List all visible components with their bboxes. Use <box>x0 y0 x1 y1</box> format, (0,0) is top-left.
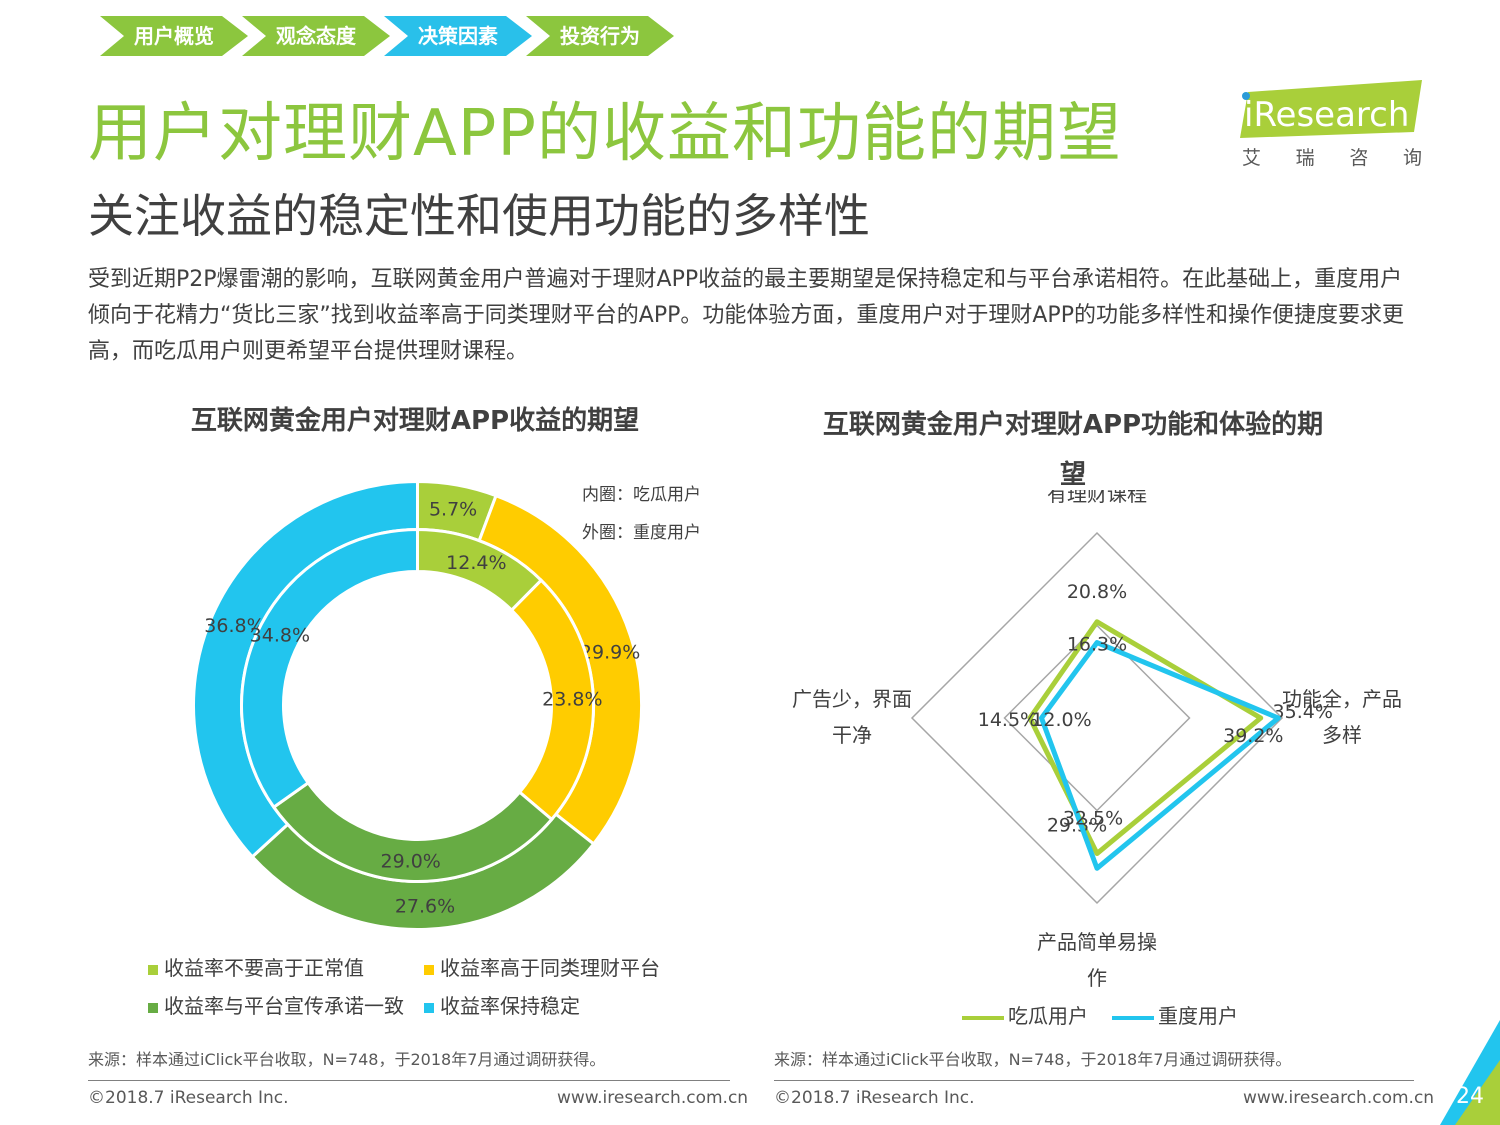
radar-legend-label-1: 吃瓜用户 <box>1008 1004 1088 1028</box>
radar-series-1-label-3: 29.3% <box>1047 815 1107 837</box>
radar-legend-label-2: 重度用户 <box>1158 1004 1238 1028</box>
donut-inner-label-4: 34.8% <box>250 624 310 646</box>
iresearch-logo: iResearch 艾 瑞 咨 询 <box>1240 80 1422 169</box>
radar-series-2-label-3: 32.5% <box>1063 807 1123 829</box>
copyright-left: ©2018.7 iResearch Inc. <box>88 1088 289 1108</box>
legend-item-1: 收益率不要高于正常值 <box>148 952 364 981</box>
donut-outer-label-2: 29.9% <box>580 642 640 664</box>
radar-axis-label-3-line-2: 作 <box>1087 966 1107 990</box>
logo-brand-text: iResearch <box>1244 95 1409 135</box>
donut-note-outer: 外圈：重度用户 <box>582 523 701 543</box>
nav-step-overview[interactable]: 用户概览 <box>100 16 248 56</box>
nav-step-investment[interactable]: 投资行为 <box>526 16 674 56</box>
legend-item-2: 收益率高于同类理财平台 <box>424 952 660 981</box>
legend-item-4: 收益率保持稳定 <box>424 990 580 1019</box>
radar-legend-2: 重度用户 <box>1112 1000 1238 1029</box>
footer-divider-left <box>88 1080 730 1081</box>
radar-axis-label-3-line-1: 产品简单易操 <box>1037 930 1157 954</box>
website-left[interactable]: www.iresearch.com.cn <box>557 1088 749 1108</box>
intro-paragraph: 受到近期P2P爆雷潮的影响，互联网黄金用户普遍对于理财APP收益的最主要期望是保… <box>88 267 1404 364</box>
legend-label-3: 收益率与平台宣传承诺一致 <box>164 994 404 1018</box>
donut-inner-slice-4 <box>240 527 419 810</box>
legend-label-4: 收益率保持稳定 <box>440 994 580 1018</box>
page-number: 24 <box>1456 1084 1484 1109</box>
legend-swatch-3 <box>148 1002 158 1013</box>
radar-chart-title: 互联网黄金用户对理财APP功能和体验的期望 <box>822 410 1324 490</box>
copyright-right: ©2018.7 iResearch Inc. <box>774 1088 975 1108</box>
radar-legend-line-2 <box>1112 1015 1154 1020</box>
radar-axis-label-2-line-1: 功能全，产品 <box>1282 687 1402 711</box>
radar-series-1-label-2: 35.4% <box>1273 701 1333 723</box>
radar-axis-label-1-line-1: 有理财课程 <box>1047 490 1147 506</box>
radar-legend-line-1 <box>962 1015 1004 1020</box>
donut-inner-label-3: 29.0% <box>381 850 441 872</box>
radar-series-2 <box>1039 640 1281 871</box>
radar-series-1-label-1: 20.8% <box>1067 581 1127 603</box>
donut-outer-label-1: 5.7% <box>429 499 477 521</box>
page-title: 用户对理财APP的收益和功能的期望 <box>88 97 1122 171</box>
logo-sub-text: 艾 瑞 咨 询 <box>1242 147 1422 169</box>
radar-legend-1: 吃瓜用户 <box>962 1000 1088 1029</box>
radar-grid-ring-1 <box>910 531 1284 905</box>
radar-grid-ring-2 <box>1003 624 1191 812</box>
legend-swatch-4 <box>424 1002 434 1013</box>
radar-chart: 20.8% 35.4% 29.3% 14.5% 16.3% 39.2% 32.5% 12.0%… <box>792 490 1402 990</box>
nav-step-attitude[interactable]: 观念态度 <box>242 16 390 56</box>
radar-series-1-label-4: 14.5% <box>978 709 1038 731</box>
donut-inner-label-2: 23.8% <box>542 689 602 711</box>
radar-series-2-label-2: 39.2% <box>1223 725 1283 747</box>
website-right[interactable]: www.iresearch.com.cn <box>1243 1088 1435 1108</box>
donut-inner-label-1: 12.4% <box>446 552 506 574</box>
radar-axis-label-2-line-2: 多样 <box>1322 723 1362 747</box>
donut-note-inner: 内圈：吃瓜用户 <box>582 485 701 505</box>
legend-item-3: 收益率与平台宣传承诺一致 <box>148 990 404 1019</box>
source-note-left: 来源：样本通过iClick平台收取，N=748，于2018年7月通过调研获得。 <box>88 1050 606 1069</box>
legend-label-1: 收益率不要高于正常值 <box>164 956 364 980</box>
legend-label-2: 收益率高于同类理财平台 <box>440 956 660 980</box>
legend-swatch-1 <box>148 964 158 975</box>
page-subtitle: 关注收益的稳定性和使用功能的多样性 <box>88 189 870 243</box>
donut-chart: 5.7% 29.9% 27.6% 36.8% 12.4% 23.8% 29.0% 34.8% <box>192 479 643 931</box>
legend-swatch-2 <box>424 964 434 975</box>
radar-axis-label-4-line-1: 广告少，界面 <box>792 687 912 711</box>
source-note-right: 来源：样本通过iClick平台收取，N=748，于2018年7月通过调研获得。 <box>774 1050 1292 1069</box>
nav-step-decision[interactable]: 决策因素 <box>384 16 532 56</box>
donut-outer-label-3: 27.6% <box>395 895 455 917</box>
donut-outer-label-4: 36.8% <box>204 615 264 637</box>
footer-divider-right <box>774 1080 1414 1081</box>
radar-series-2-label-4: 12.0% <box>1031 709 1091 731</box>
donut-chart-title: 互联网黄金用户对理财APP收益的期望 <box>190 406 640 436</box>
radar-axis-label-4-line-2: 干净 <box>832 723 872 747</box>
radar-series-2-label-1: 16.3% <box>1067 634 1127 656</box>
corner-decoration <box>1440 1020 1500 1125</box>
